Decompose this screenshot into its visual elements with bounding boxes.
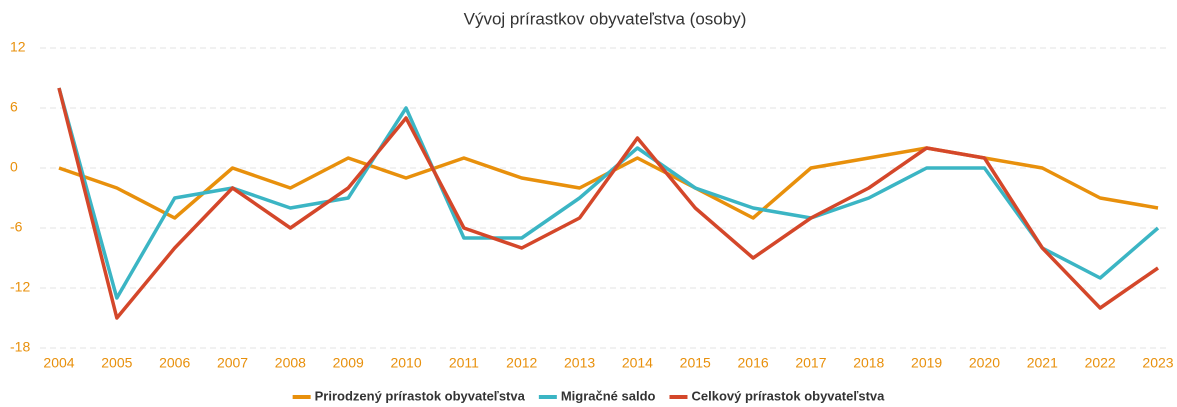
chart-title: Vývoj prírastkov obyvateľstva (osoby)	[464, 9, 747, 28]
legend-label: Migračné saldo	[561, 388, 656, 403]
x-tick-label: 2021	[1027, 355, 1058, 371]
x-tick-label: 2023	[1142, 355, 1173, 371]
x-tick-label: 2007	[217, 355, 248, 371]
x-tick-label: 2006	[159, 355, 190, 371]
x-tick-label: 2008	[275, 355, 306, 371]
x-tick-label: 2010	[390, 355, 421, 371]
x-tick-label: 2015	[680, 355, 711, 371]
x-tick-label: 2020	[969, 355, 1000, 371]
x-tick-label: 2014	[622, 355, 653, 371]
x-tick-label: 2018	[853, 355, 884, 371]
y-tick-label: 6	[10, 99, 18, 115]
x-tick-label: 2019	[911, 355, 942, 371]
x-tick-label: 2011	[449, 355, 479, 371]
y-tick-label: -6	[10, 219, 23, 235]
y-tick-label: 12	[10, 39, 26, 55]
x-tick-label: 2005	[101, 355, 132, 371]
legend: Prirodzený prírastok obyvateľstva Migračn…	[292, 388, 885, 403]
x-tick-label: 2013	[564, 355, 595, 371]
y-tick-label: -12	[10, 279, 30, 295]
series-line	[57, 87, 1159, 320]
x-tick-label: 2016	[738, 355, 769, 371]
legend-label: Celkový prírastok obyvateľstva	[691, 388, 885, 403]
y-tick-label: 0	[10, 159, 18, 175]
x-tick-label: 2009	[333, 355, 364, 371]
legend-label: Prirodzený prírastok obyvateľstva	[315, 388, 526, 403]
x-tick-label: 2004	[43, 355, 74, 371]
series-line	[58, 146, 1159, 220]
x-tick-label: 2012	[506, 355, 537, 371]
x-tick-label: 2022	[1085, 355, 1116, 371]
series-line	[57, 87, 1160, 300]
x-tick-label: 2017	[795, 355, 826, 371]
y-tick-label: -18	[10, 339, 30, 355]
